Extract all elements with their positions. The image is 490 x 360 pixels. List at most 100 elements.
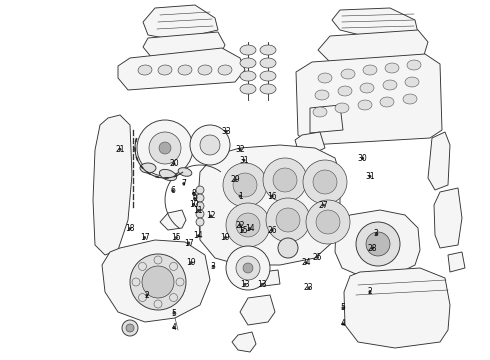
Circle shape (375, 233, 378, 235)
Circle shape (368, 175, 371, 178)
Circle shape (172, 326, 175, 329)
Circle shape (276, 208, 300, 232)
Text: 4: 4 (341, 320, 345, 328)
Circle shape (342, 306, 344, 309)
Polygon shape (160, 210, 186, 230)
Text: 25: 25 (313, 253, 322, 262)
Text: 13: 13 (240, 280, 250, 289)
Circle shape (305, 261, 308, 264)
Text: 21: 21 (115, 145, 125, 154)
Ellipse shape (159, 170, 176, 181)
Circle shape (197, 234, 200, 237)
Circle shape (234, 179, 237, 181)
Text: 5: 5 (341, 303, 345, 312)
Ellipse shape (313, 107, 327, 117)
Polygon shape (232, 332, 256, 352)
Circle shape (137, 120, 193, 176)
Text: 31: 31 (365, 172, 375, 181)
Polygon shape (428, 132, 450, 190)
Ellipse shape (363, 65, 377, 75)
Circle shape (193, 197, 196, 200)
Text: 14: 14 (194, 231, 203, 240)
Text: 11: 11 (194, 206, 203, 215)
Polygon shape (235, 182, 248, 187)
Polygon shape (240, 295, 275, 325)
Circle shape (130, 254, 186, 310)
Text: 1: 1 (238, 192, 243, 201)
Circle shape (241, 229, 244, 232)
Polygon shape (198, 145, 340, 265)
Text: 23: 23 (304, 284, 314, 292)
Ellipse shape (240, 84, 256, 94)
Ellipse shape (380, 97, 394, 107)
Circle shape (371, 247, 374, 250)
Polygon shape (235, 170, 248, 175)
Text: 33: 33 (221, 127, 231, 136)
Circle shape (209, 215, 212, 217)
Text: 19: 19 (186, 258, 196, 267)
Text: 17: 17 (184, 239, 194, 248)
Circle shape (154, 256, 162, 264)
Ellipse shape (260, 45, 276, 55)
Ellipse shape (140, 163, 156, 173)
Circle shape (248, 227, 251, 230)
Circle shape (261, 283, 264, 286)
Circle shape (154, 300, 162, 308)
Circle shape (170, 293, 177, 302)
Text: 12: 12 (206, 211, 216, 220)
Ellipse shape (240, 58, 256, 68)
Circle shape (366, 232, 390, 256)
Circle shape (139, 293, 147, 302)
Circle shape (270, 229, 273, 232)
Circle shape (356, 222, 400, 266)
Circle shape (196, 194, 204, 202)
Text: 3: 3 (374, 230, 379, 238)
Text: 17: 17 (140, 233, 149, 242)
Circle shape (226, 246, 270, 290)
Ellipse shape (260, 58, 276, 68)
Text: 9: 9 (192, 194, 197, 203)
Circle shape (172, 312, 175, 315)
Circle shape (149, 132, 181, 164)
Text: 16: 16 (267, 192, 277, 201)
Ellipse shape (158, 65, 172, 75)
Ellipse shape (138, 65, 152, 75)
Circle shape (175, 236, 178, 239)
Ellipse shape (260, 84, 276, 94)
Ellipse shape (218, 65, 232, 75)
Circle shape (143, 236, 146, 239)
Ellipse shape (403, 94, 417, 104)
Text: 14: 14 (245, 224, 255, 233)
Circle shape (142, 266, 174, 298)
Ellipse shape (240, 45, 256, 55)
Text: 15: 15 (238, 226, 247, 235)
Circle shape (303, 160, 347, 204)
Circle shape (128, 227, 131, 230)
Circle shape (200, 135, 220, 155)
Circle shape (212, 265, 215, 268)
Circle shape (196, 218, 204, 226)
Polygon shape (143, 32, 225, 58)
Circle shape (244, 283, 246, 286)
Ellipse shape (385, 63, 399, 73)
Ellipse shape (407, 60, 421, 70)
Text: 20: 20 (169, 159, 179, 168)
Ellipse shape (360, 83, 374, 93)
Circle shape (182, 182, 185, 185)
Circle shape (197, 209, 200, 212)
Ellipse shape (405, 77, 419, 87)
Circle shape (266, 198, 310, 242)
Circle shape (119, 148, 122, 151)
Text: 18: 18 (125, 224, 135, 233)
Text: 26: 26 (267, 226, 277, 235)
Circle shape (192, 192, 195, 195)
Text: 7: 7 (181, 179, 186, 188)
Circle shape (176, 278, 184, 286)
Polygon shape (296, 54, 442, 145)
Circle shape (233, 173, 257, 197)
Circle shape (278, 238, 298, 258)
Circle shape (172, 162, 175, 165)
Text: 19: 19 (220, 233, 230, 242)
Text: 4: 4 (172, 323, 176, 332)
Circle shape (159, 142, 171, 154)
